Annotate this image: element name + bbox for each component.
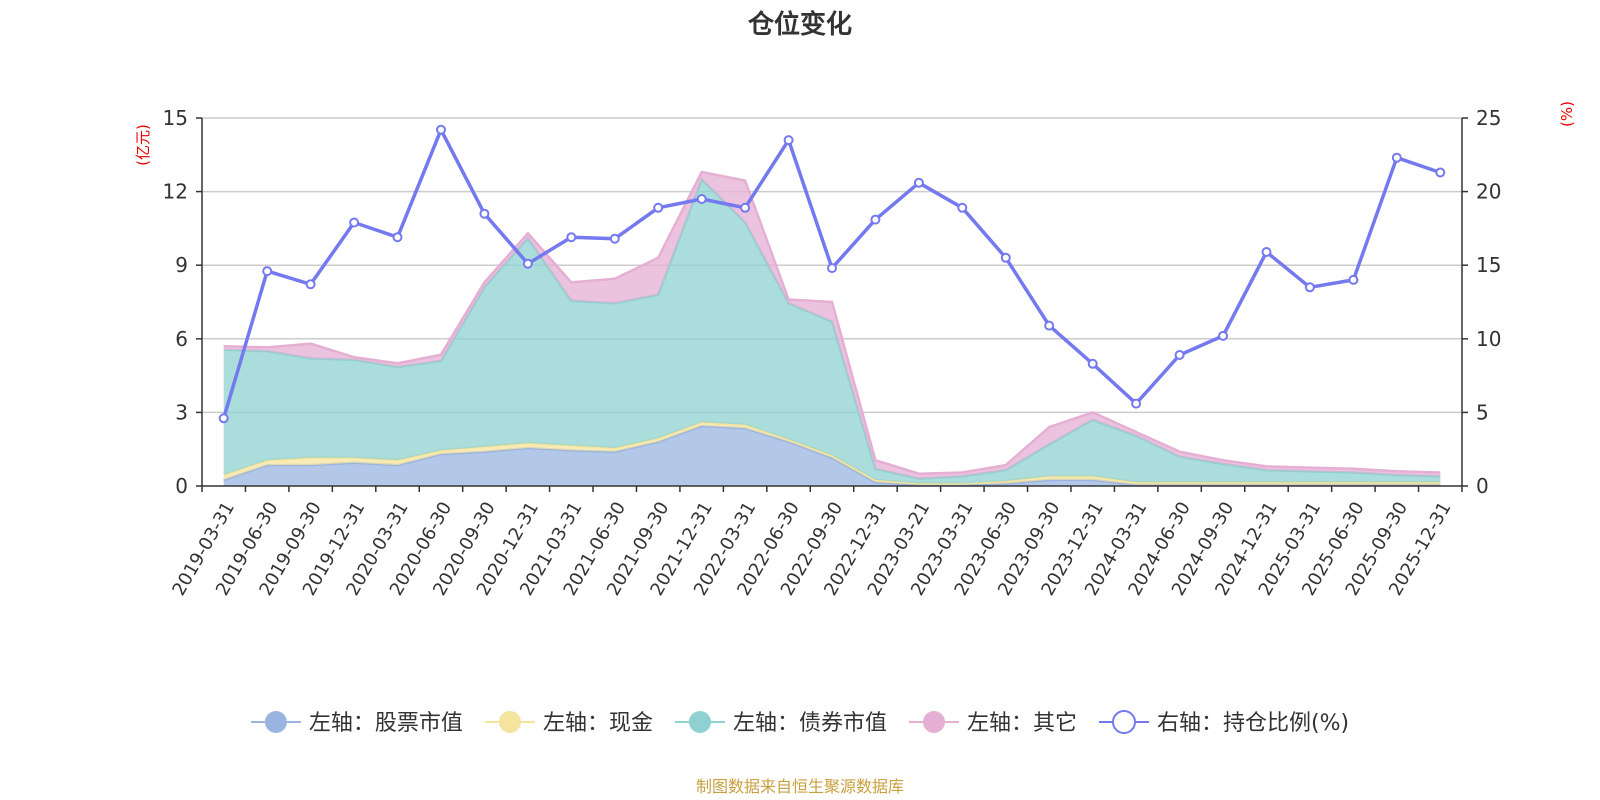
area-edge-左轴：其它 [223, 170, 1441, 475]
legend-item[interactable]: 左轴：其它 [908, 711, 1077, 736]
right-tick-label: 0 [1476, 474, 1489, 498]
ratio-point [218, 413, 229, 424]
right-tick-label: 15 [1476, 253, 1501, 277]
stacked-areas [223, 170, 1441, 487]
left-tick-label: 6 [175, 327, 188, 351]
axes [201, 118, 1463, 492]
legend-marker [922, 711, 945, 733]
left-tick-label: 12 [163, 180, 188, 204]
right-tick-label: 20 [1476, 180, 1501, 204]
ratio-point [392, 232, 403, 243]
ratio-point [740, 202, 751, 213]
legend-label: 右轴：持仓比例(%) [1157, 711, 1349, 736]
ratio-point [436, 124, 446, 135]
legend-label: 左轴：股票市值 [309, 711, 463, 736]
ratio-point [696, 194, 707, 204]
right-axis-unit: (%) [1558, 101, 1576, 127]
left-tick-label: 3 [175, 400, 188, 424]
right-tick-label: 10 [1476, 327, 1501, 351]
ratio-point [479, 208, 490, 219]
ratio-point [1174, 350, 1185, 360]
x-axis-ticks: 2019-03-312019-06-302019-09-302019-12-31… [168, 498, 1455, 599]
legend-item[interactable]: 左轴：现金 [484, 711, 653, 736]
left-tick-label: 15 [163, 106, 188, 130]
ratio-point [1348, 274, 1359, 285]
legend-marker [688, 711, 711, 733]
chart-title: 仓位变化 [747, 9, 852, 40]
ratio-line-layer [218, 124, 1446, 424]
ratio-point [305, 279, 316, 290]
left-tick-label: 0 [175, 474, 188, 498]
right-tick-label: 5 [1476, 400, 1489, 424]
ratio-point [653, 202, 664, 213]
ratio-point [1218, 330, 1228, 341]
ratio-point [522, 258, 533, 269]
ratio-point [1391, 152, 1402, 163]
right-axis-ticks: 0 5 10 15 20 25 [1476, 106, 1501, 498]
right-tick-label: 25 [1476, 106, 1501, 130]
ratio-point [1000, 252, 1011, 263]
left-tick-label: 9 [175, 253, 188, 277]
ratio-point [566, 232, 577, 243]
ratio-point [1435, 167, 1446, 178]
ratio-point [1131, 398, 1142, 409]
ratio-point [1087, 358, 1098, 369]
legend-item[interactable]: 左轴：股票市值 [250, 711, 463, 736]
legend-label: 左轴：债券市值 [733, 711, 887, 736]
legend-marker [1111, 710, 1136, 734]
legend-label: 左轴：现金 [543, 711, 653, 736]
data-source-note: 制图数据来自恒生聚源数据库 [696, 777, 904, 796]
legend-marker [498, 711, 521, 733]
left-axis-unit: (亿元) [134, 124, 152, 166]
ratio-point [957, 202, 968, 213]
legend-item[interactable]: 右轴：持仓比例(%) [1098, 710, 1349, 736]
ratio-point [1044, 320, 1055, 331]
ratio-point [913, 177, 924, 188]
ratio-point [609, 233, 620, 244]
area-左轴：债券市值 [223, 179, 1441, 484]
left-axis-ticks: 0 3 6 9 12 15 [163, 106, 188, 498]
legend[interactable]: 左轴：股票市值 左轴：现金 左轴：债券市值 左轴：其它 右轴：持仓比例(%) [250, 710, 1349, 736]
ratio-point [262, 266, 273, 277]
ratio-point [349, 217, 360, 228]
ratio-point [827, 263, 837, 274]
area-左轴：股票市值 [223, 425, 1441, 486]
ratio-point [1304, 282, 1315, 293]
ratio-point [783, 135, 794, 146]
ratio-point [870, 214, 881, 225]
ratio-point [1261, 247, 1272, 257]
legend-marker [264, 711, 287, 733]
legend-label: 左轴：其它 [967, 711, 1077, 736]
legend-item[interactable]: 左轴：债券市值 [674, 711, 887, 736]
